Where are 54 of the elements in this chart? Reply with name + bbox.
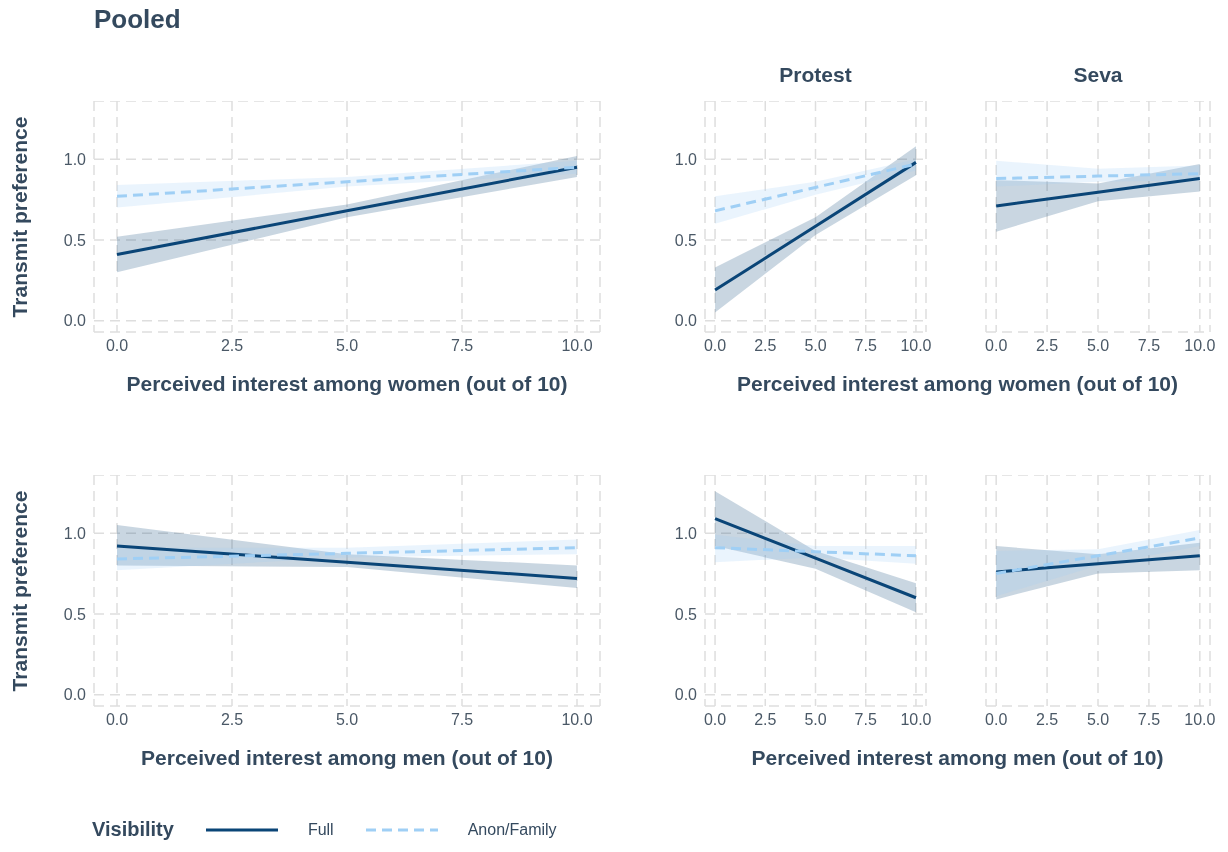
- legend-label: Anon/Family: [467, 820, 557, 839]
- y-tick-label: 0.0: [63, 312, 87, 330]
- x-tick-label: 2.5: [1035, 711, 1059, 729]
- x-tick-label: 2.5: [220, 337, 244, 355]
- y-tick-label: 0.5: [674, 605, 698, 623]
- x-tick-label: 5.0: [1086, 337, 1110, 355]
- x-axis-title: Perceived interest among men (out of 10): [140, 746, 554, 770]
- y-tick-label: 0.5: [674, 231, 698, 249]
- x-tick-label: 10.0: [561, 337, 593, 355]
- chart-title: Pooled: [94, 4, 181, 35]
- x-tick-label: 2.5: [220, 711, 244, 729]
- chart-title: Protest: [778, 63, 853, 87]
- x-tick-label: 7.5: [854, 337, 877, 355]
- y-tick-label: 0.5: [63, 231, 87, 249]
- x-tick-label: 10.0: [900, 711, 932, 729]
- y-tick-label: 1.0: [674, 524, 698, 542]
- x-tick-label: 0.0: [105, 711, 129, 729]
- x-tick-label: 5.0: [1086, 711, 1110, 729]
- y-tick-label: 0.0: [674, 686, 698, 704]
- x-axis-title: Perceived interest among women (out of 10): [125, 372, 569, 396]
- x-tick-label: 5.0: [335, 711, 359, 729]
- x-tick-label: 10.0: [1184, 711, 1216, 729]
- x-tick-label: 10.0: [1184, 337, 1216, 355]
- y-tick-label: 1.0: [63, 150, 87, 168]
- y-tick-label: 0.0: [674, 312, 698, 330]
- x-tick-label: 5.0: [335, 337, 359, 355]
- y-axis-title: Transmit preference: [8, 116, 32, 317]
- x-axis-title: Perceived interest among women (out of 10): [735, 372, 1180, 396]
- x-tick-label: 10.0: [561, 711, 593, 729]
- x-axis-title: Perceived interest among men (out of 10): [750, 746, 1165, 770]
- y-tick-label: 1.0: [674, 150, 698, 168]
- x-tick-label: 0.0: [703, 337, 727, 355]
- chart-title: Seva: [1072, 63, 1124, 87]
- y-tick-label: 1.0: [63, 524, 87, 542]
- x-tick-label: 0.0: [985, 337, 1008, 355]
- x-tick-label: 2.5: [754, 337, 777, 355]
- x-tick-label: 5.0: [804, 711, 827, 729]
- x-tick-label: 7.5: [1137, 711, 1161, 729]
- x-tick-label: 0.0: [105, 337, 129, 355]
- x-tick-label: 7.5: [450, 711, 474, 729]
- x-tick-label: 0.0: [985, 711, 1008, 729]
- legend-title: Visibility: [92, 818, 174, 841]
- x-tick-label: 2.5: [754, 711, 777, 729]
- y-tick-label: 0.0: [63, 686, 87, 704]
- x-tick-label: 7.5: [854, 711, 877, 729]
- x-tick-label: 0.0: [703, 711, 727, 729]
- y-tick-label: 0.5: [63, 605, 87, 623]
- x-tick-label: 5.0: [804, 337, 827, 355]
- x-tick-label: 7.5: [1137, 337, 1161, 355]
- x-tick-label: 7.5: [450, 337, 474, 355]
- x-tick-label: 10.0: [900, 337, 932, 355]
- x-tick-label: 2.5: [1035, 337, 1059, 355]
- legend-label: Full: [307, 820, 334, 839]
- y-axis-title: Transmit preference: [8, 490, 32, 691]
